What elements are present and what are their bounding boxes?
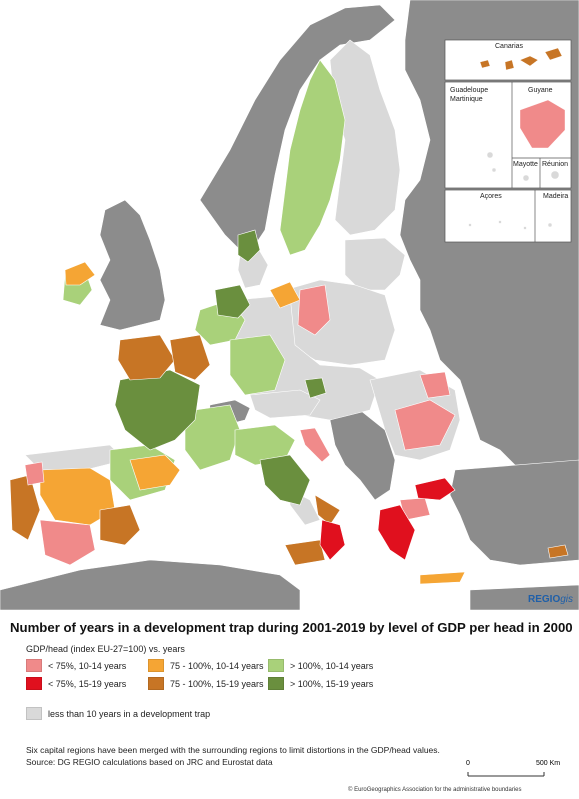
scale-end: 500 Km [536, 760, 561, 767]
legend-subtitle: GDP/head (index EU-27=100) vs. years [26, 644, 185, 654]
note-source: Source: DG REGIO calculations based on J… [26, 757, 273, 767]
map-title: Number of years in a development trap du… [10, 620, 573, 635]
inset-frames [444, 39, 572, 243]
legend-swatch [26, 659, 42, 672]
scale-start: 0 [466, 760, 470, 767]
legend-swatch [268, 677, 284, 690]
legend-label: 75 - 100%, 10-14 years [170, 660, 264, 671]
legend-swatch [26, 677, 42, 690]
legend-label: > 100%, 10-14 years [290, 660, 374, 671]
brand-bold: REGIO [528, 594, 561, 605]
legend-label: < 75%, 10-14 years [48, 660, 127, 671]
legend-item-brown: 75 - 100%, 15-19 years [148, 677, 264, 690]
copyright: © EuroGeographics Association for the ad… [348, 787, 522, 793]
inset-label-madeira: Madeira [543, 193, 568, 200]
legend-item-grey: less than 10 years in a development trap [26, 707, 210, 720]
legend-label: less than 10 years in a development trap [48, 708, 211, 719]
inset-label-guadeloupe: Guadeloupe [450, 87, 488, 94]
legend-item-pink: < 75%, 10-14 years [26, 659, 126, 672]
inset-label-acores: Açores [480, 193, 502, 200]
legend-swatch [26, 707, 42, 720]
regions-red [319, 477, 456, 561]
regions-orange [39, 261, 466, 585]
inset-label-guyane: Guyane [528, 87, 553, 94]
scale-bar-graphic [467, 772, 545, 777]
inset-label-canarias: Canarias [495, 43, 524, 50]
legend-swatch [148, 677, 164, 690]
legend-swatch [268, 659, 284, 672]
inset-label-mayotte: Mayotte [513, 161, 538, 168]
legend-item-light-green: > 100%, 10-14 years [268, 659, 373, 672]
legend-item-orange: 75 - 100%, 10-14 years [148, 659, 264, 672]
legend-item-dark-green: > 100%, 15-19 years [268, 677, 373, 690]
legend-label: < 75%, 15-19 years [48, 678, 127, 689]
legend-item-red: < 75%, 15-19 years [26, 677, 126, 690]
inset-label-martinique: Martinique [450, 96, 483, 103]
legend-label: 75 - 100%, 15-19 years [170, 678, 264, 689]
regiogis-logo: REGIOgis [528, 594, 573, 605]
inset-labels: Canarias Guadeloupe Martinique Guyane Ma… [450, 43, 568, 200]
scale-bar: 0 500 Km [466, 760, 576, 789]
regions-brown [9, 334, 569, 566]
legend-label: > 100%, 15-19 years [290, 678, 374, 689]
inset-label-reunion: Réunion [542, 161, 568, 168]
inset-shapes [468, 47, 566, 230]
regions-dark-green [114, 229, 327, 506]
note-merge: Six capital regions have been merged wit… [26, 745, 440, 755]
brand-italic: gis [560, 594, 574, 605]
legend-swatch [148, 659, 164, 672]
europe-map: Canarias Guadeloupe Martinique Guyane Ma… [0, 0, 579, 610]
